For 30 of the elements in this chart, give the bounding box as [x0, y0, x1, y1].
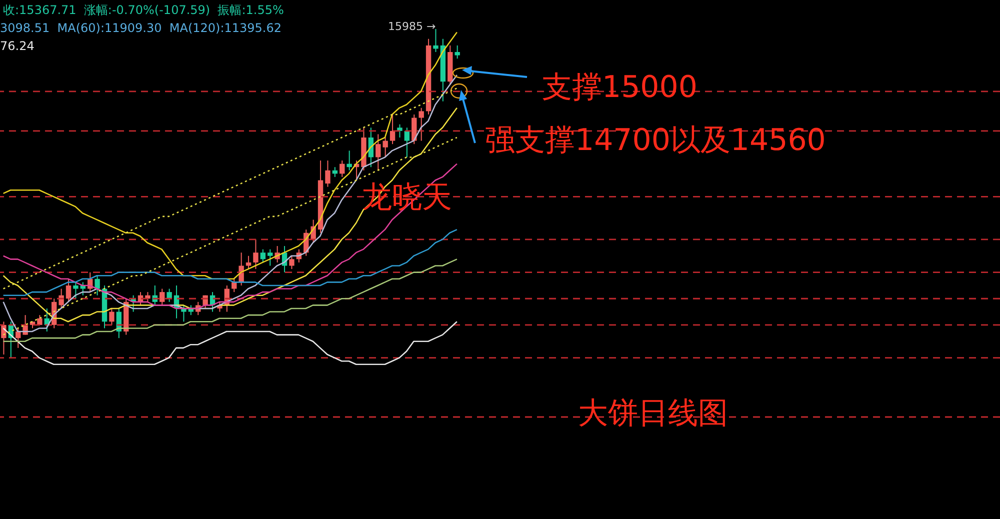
- candlestick: [325, 160, 330, 188]
- candlestick: [160, 288, 165, 306]
- candlestick: [340, 160, 345, 178]
- candlestick: [166, 288, 172, 302]
- candlestick: [418, 107, 424, 142]
- candlestick: [260, 248, 266, 263]
- candlestick: [268, 248, 273, 266]
- candlestick: [289, 255, 294, 270]
- candlestick: [376, 134, 381, 171]
- candlestick: [94, 275, 100, 296]
- candlestick: [16, 328, 21, 348]
- annotation: 76.24: [0, 39, 34, 54]
- text: 强支撑14700以及14560: [485, 123, 826, 159]
- candlestick: [80, 282, 86, 296]
- candlestick: [253, 238, 258, 270]
- candlestick: [397, 124, 402, 138]
- candlestick: [346, 150, 352, 171]
- candlestick: [232, 278, 237, 293]
- candlestick: [390, 114, 396, 145]
- candlestick: [66, 278, 72, 302]
- candlestick: [382, 137, 388, 158]
- candlestick: [181, 304, 186, 322]
- candlestick: [404, 127, 410, 158]
- annotation: 15985 →: [388, 20, 436, 34]
- text: 收:15367.71 涨幅:-0.70%(-107.59) 振幅:1.55%: [3, 3, 284, 18]
- candlestick: [433, 28, 438, 53]
- candlestick: [109, 308, 114, 326]
- annotation: 3098.51 MA(60):11909.30 MA(120):11395.62: [0, 21, 282, 36]
- candlestick: [454, 44, 460, 60]
- candlestick: [73, 282, 78, 300]
